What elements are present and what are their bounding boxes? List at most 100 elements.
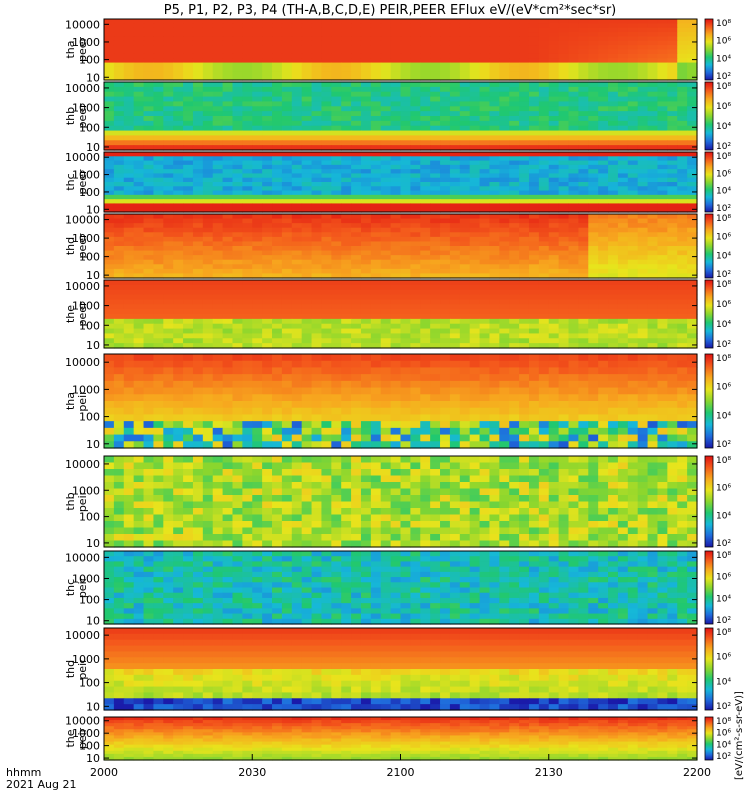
heatmap-cell xyxy=(627,135,639,141)
heatmap-cell xyxy=(183,130,194,137)
heatmap-cell xyxy=(687,367,698,375)
heatmap-cell xyxy=(667,407,678,416)
heatmap-cell xyxy=(212,190,224,196)
heatmap-cell xyxy=(568,323,579,330)
heatmap-cell xyxy=(528,354,540,362)
heatmap-cell xyxy=(667,116,678,122)
heatmap-cell xyxy=(519,91,530,98)
heatmap-cell xyxy=(242,164,253,170)
heatmap-cell xyxy=(548,71,560,77)
heatmap-cell xyxy=(133,199,145,205)
heatmap-cell xyxy=(301,232,313,238)
heatmap-cell xyxy=(430,255,441,261)
heatmap-cell xyxy=(252,173,263,179)
heatmap-cell xyxy=(360,227,372,233)
heatmap-cell xyxy=(212,45,224,51)
heatmap-cell xyxy=(262,135,273,141)
heatmap-cell xyxy=(311,380,323,389)
heatmap-cell xyxy=(104,214,115,220)
heatmap-cell xyxy=(667,62,678,68)
heatmap-cell xyxy=(123,264,135,270)
heatmap-cell xyxy=(608,36,619,42)
heatmap-cell xyxy=(617,186,629,192)
heatmap-cell xyxy=(499,314,510,320)
heatmap-cell xyxy=(311,75,323,81)
heatmap-cell xyxy=(163,49,174,55)
heatmap-cell xyxy=(222,160,234,166)
heatmap-cell xyxy=(133,130,145,137)
heatmap-cell xyxy=(667,120,678,127)
y-tick-label: 100 xyxy=(79,251,100,264)
heatmap-cell xyxy=(291,314,303,320)
heatmap-cell xyxy=(252,407,263,416)
heatmap-cell xyxy=(687,255,698,261)
heatmap-cell xyxy=(430,101,441,107)
heatmap-cell xyxy=(212,299,224,305)
heatmap-cell xyxy=(113,96,125,103)
heatmap-cell xyxy=(637,23,649,29)
heatmap-cell xyxy=(341,177,352,183)
heatmap-cell xyxy=(400,23,411,29)
heatmap-cell xyxy=(637,241,649,247)
heatmap-cell xyxy=(489,360,500,369)
heatmap-cell xyxy=(687,323,698,330)
heatmap-cell xyxy=(370,45,382,51)
heatmap-cell xyxy=(113,241,125,247)
heatmap-cell xyxy=(252,304,263,310)
heatmap-cell xyxy=(469,241,481,247)
heatmap-cell xyxy=(677,203,688,209)
heatmap-cell xyxy=(528,32,540,38)
heatmap-cell xyxy=(647,190,659,196)
heatmap-cell xyxy=(153,333,164,339)
heatmap-cell xyxy=(291,273,303,279)
heatmap-cell xyxy=(509,27,520,33)
heatmap-cell xyxy=(281,203,293,209)
heatmap-cell xyxy=(548,387,560,395)
heatmap-cell xyxy=(331,294,342,301)
heatmap-cell xyxy=(331,380,342,389)
heatmap-cell xyxy=(331,27,342,33)
heatmap-cell xyxy=(123,414,135,422)
heatmap-cell xyxy=(113,116,125,122)
heatmap-cell xyxy=(479,314,491,320)
heatmap-cell xyxy=(499,259,510,265)
heatmap-cell xyxy=(617,160,629,166)
heatmap-cell xyxy=(113,66,125,72)
heatmap-cell xyxy=(183,199,194,205)
heatmap-cell xyxy=(232,186,243,192)
heatmap-cell xyxy=(608,45,619,51)
heatmap-cell xyxy=(321,96,332,103)
heatmap-cell xyxy=(341,130,352,137)
heatmap-cell xyxy=(440,227,451,233)
heatmap-cell xyxy=(647,101,659,107)
heatmap-cell xyxy=(469,207,481,213)
heatmap-cell xyxy=(400,304,411,310)
heatmap-cell xyxy=(281,66,293,72)
heatmap-cell xyxy=(410,284,421,291)
heatmap-cell xyxy=(479,328,491,335)
heatmap-cell xyxy=(608,160,619,166)
heatmap-cell xyxy=(430,49,441,55)
heatmap-cell xyxy=(331,182,342,187)
panel-ylabel: peer xyxy=(76,169,89,195)
heatmap-cell xyxy=(360,323,372,330)
heatmap-cell xyxy=(380,227,392,233)
heatmap-cell xyxy=(558,323,570,330)
heatmap-cell xyxy=(657,387,668,395)
heatmap-cell xyxy=(390,160,402,166)
heatmap-cell xyxy=(430,223,441,229)
heatmap-cell xyxy=(479,218,491,224)
heatmap-cell xyxy=(548,207,560,213)
heatmap-cell xyxy=(509,374,520,382)
heatmap-cell xyxy=(222,120,234,127)
heatmap-cell xyxy=(519,207,530,213)
heatmap-cell xyxy=(519,314,530,320)
heatmap-cell xyxy=(440,160,451,166)
heatmap-cell xyxy=(163,227,174,233)
heatmap-cell xyxy=(568,160,579,166)
heatmap-cell xyxy=(667,333,678,339)
heatmap-cell xyxy=(133,32,145,38)
heatmap-cell xyxy=(272,273,283,279)
heatmap-cell xyxy=(637,268,649,275)
heatmap-cell xyxy=(163,333,174,339)
